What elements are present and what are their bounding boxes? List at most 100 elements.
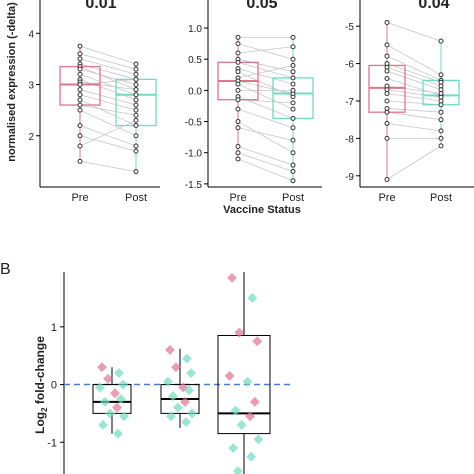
chart-3-ytick-label: -9: [345, 172, 354, 183]
chart-1-ytick-label: 4: [28, 29, 34, 40]
data-point: [384, 91, 390, 96]
pair-line: [79, 120, 137, 147]
data-point: [133, 107, 139, 113]
data-point: [438, 143, 444, 149]
pair-line: [79, 73, 137, 96]
chart-1-ytick-label: 3: [28, 81, 34, 92]
data-point: [290, 56, 296, 62]
data-point: [235, 87, 241, 93]
chart-3-ytick-label: -7: [345, 97, 354, 108]
pair-line: [237, 121, 294, 154]
chart-1-title: 0.01: [85, 0, 116, 12]
pair-line: [79, 79, 137, 101]
b-data-point: [112, 402, 122, 413]
pair-line: [79, 58, 137, 75]
data-point: [77, 97, 83, 103]
b-data-point: [168, 391, 178, 402]
data-point: [384, 177, 390, 183]
data-point: [133, 66, 139, 72]
data-point: [133, 133, 139, 139]
data-point: [235, 106, 241, 112]
pair-line: [386, 22, 442, 42]
data-point: [77, 158, 83, 164]
data-point: [438, 128, 444, 134]
pair-line: [79, 125, 137, 147]
data-point: [133, 82, 139, 88]
data-point: [133, 71, 139, 77]
data-point: [290, 168, 296, 174]
pair-line: [237, 83, 294, 110]
pair-line: [237, 158, 294, 182]
data-point: [438, 135, 444, 141]
pair-line: [386, 70, 442, 91]
pair-line: [237, 146, 294, 166]
shared-xlabel: Vaccine Status: [223, 204, 301, 216]
data-point: [235, 119, 241, 125]
data-point: [133, 169, 139, 175]
data-point: [235, 69, 241, 75]
data-point: [235, 41, 241, 47]
pair-line: [386, 44, 442, 76]
data-point: [133, 97, 139, 103]
data-point: [290, 178, 296, 184]
b-data-point: [252, 336, 263, 347]
chart-2-plot: 0.05 -1.5 -1.0 -0.5 0.0 0.5 1.0 Pre Post: [185, 0, 322, 204]
data-point: [438, 38, 444, 44]
pair-line: [79, 109, 137, 137]
pair-line: [79, 135, 137, 152]
pair-line: [79, 99, 137, 126]
data-point: [77, 92, 83, 98]
data-point: [133, 61, 139, 67]
chart-1-xtick-post: Post: [125, 192, 147, 204]
data-point: [235, 50, 241, 56]
b-data-point: [100, 396, 110, 407]
pair-line: [79, 68, 137, 85]
b-data-point: [246, 451, 257, 462]
chart-2-ytick-label: -1.0: [185, 149, 203, 160]
b-data-point: [118, 379, 128, 390]
pair-line: [237, 46, 294, 54]
chart-2-title: 0.05: [246, 0, 277, 12]
data-point: [77, 133, 83, 139]
data-point: [133, 112, 139, 118]
pair-line: [386, 93, 442, 102]
b-data-point: [171, 362, 181, 373]
b-data-point: [97, 362, 107, 373]
data-point: [77, 123, 83, 129]
b-data-point: [114, 368, 124, 378]
data-point: [290, 115, 296, 121]
chart-1-xtick-pre: Pre: [71, 192, 88, 204]
data-point: [235, 156, 241, 162]
chart-3-title: 0.04: [418, 0, 449, 12]
b-data-point: [234, 327, 245, 338]
pair-line: [386, 108, 442, 113]
data-point: [77, 143, 83, 149]
b-data-point: [163, 376, 173, 387]
chart-1-plot: 0.01 normalised expression (-delta) 234 …: [6, 0, 160, 204]
data-point: [290, 100, 296, 106]
data-point: [290, 81, 296, 87]
data-point: [384, 76, 390, 82]
data-point: [235, 125, 241, 131]
data-point: [77, 56, 83, 62]
b-data-point: [113, 428, 123, 439]
pair-line: [386, 145, 442, 180]
b-data-point: [182, 353, 192, 364]
data-point: [290, 87, 296, 93]
b-data-point: [173, 402, 183, 413]
pair-line: [237, 68, 294, 85]
b-data-point: [180, 396, 190, 407]
data-point: [235, 97, 241, 103]
b-data-point: [227, 272, 237, 283]
chart-2-xtick-pre: Pre: [229, 192, 246, 204]
data-point: [133, 87, 139, 93]
pair-line: [79, 94, 137, 111]
b-data-point: [119, 411, 129, 422]
data-point: [77, 87, 83, 93]
chart-4-ylabel: Log2 fold-change: [33, 336, 49, 434]
b-data-point: [247, 293, 258, 303]
pair-line: [79, 81, 137, 91]
data-point: [77, 82, 83, 88]
pair-line: [386, 123, 442, 132]
